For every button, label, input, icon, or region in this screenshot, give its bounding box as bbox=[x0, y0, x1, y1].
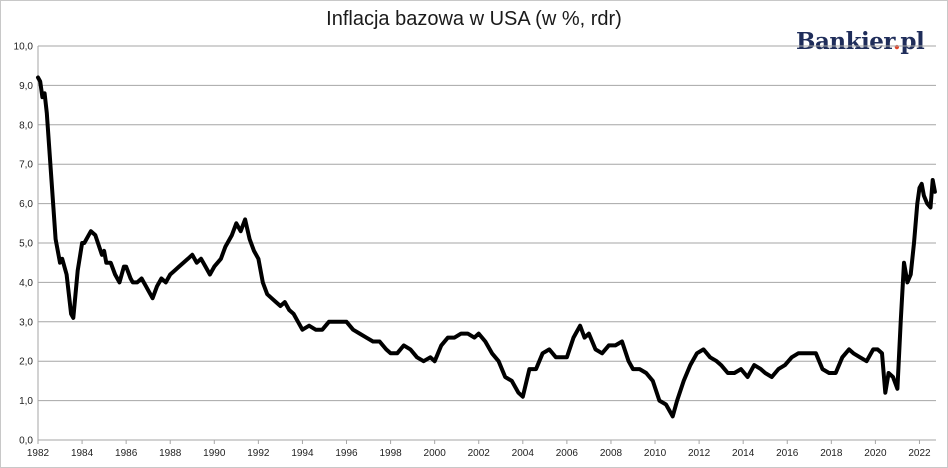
x-tick-label: 2006 bbox=[556, 448, 579, 459]
logo-suffix: pl bbox=[900, 28, 925, 55]
x-tick-label: 2010 bbox=[644, 448, 667, 459]
y-tick-label: 6,0 bbox=[19, 199, 33, 210]
gridlines bbox=[37, 45, 936, 441]
y-tick-label: 8,0 bbox=[19, 120, 33, 131]
x-tick-label: 1992 bbox=[247, 448, 270, 459]
x-tick-label: 1998 bbox=[379, 448, 402, 459]
x-tick-label: 2012 bbox=[688, 448, 711, 459]
y-tick-label: 10,0 bbox=[14, 42, 34, 53]
series-line-core-inflation bbox=[36, 75, 937, 419]
x-tick-label: 2020 bbox=[864, 448, 887, 459]
x-tick-label: 2016 bbox=[776, 448, 799, 459]
x-tick-label: 1988 bbox=[159, 448, 182, 459]
y-tick-label: 1,0 bbox=[19, 396, 33, 407]
x-tick-label: 1984 bbox=[71, 448, 94, 459]
x-tick-label: 2008 bbox=[600, 448, 623, 459]
y-tick-label: 7,0 bbox=[19, 160, 33, 171]
x-tick-label: 1990 bbox=[203, 448, 226, 459]
series-group bbox=[36, 75, 937, 419]
x-tick-label: 2014 bbox=[732, 448, 755, 459]
chart-title: Inflacja bazowa w USA (w %, rdr) bbox=[326, 8, 622, 30]
y-tick-label: 3,0 bbox=[19, 317, 33, 328]
x-tick-label: 2002 bbox=[468, 448, 491, 459]
x-tick-label: 2004 bbox=[512, 448, 535, 459]
y-tick-label: 9,0 bbox=[19, 81, 33, 92]
y-axis-ticks: 0,0 1,0 2,0 3,0 4,0 5,0 6,0 7,0 8,0 9,0 10,0 bbox=[14, 42, 34, 447]
x-tick-label: 1982 bbox=[27, 448, 50, 459]
x-tick-label: 2022 bbox=[908, 448, 931, 459]
x-axis-ticks: 1982 1984 1986 1988 1990 1992 1994 1996 1998 2000… bbox=[27, 440, 931, 459]
x-tick-label: 1996 bbox=[335, 448, 358, 459]
y-tick-label: 4,0 bbox=[19, 278, 33, 289]
logo-dot: . bbox=[892, 28, 901, 55]
x-tick-label: 1994 bbox=[291, 448, 314, 459]
y-tick-label: 2,0 bbox=[19, 357, 33, 368]
bankier-logo: Bankier.pl bbox=[796, 28, 925, 55]
x-tick-label: 1986 bbox=[115, 448, 138, 459]
x-tick-label: 2018 bbox=[820, 448, 843, 459]
logo-text: Bankier bbox=[796, 28, 893, 55]
y-tick-label: 5,0 bbox=[19, 239, 33, 250]
x-tick-label: 2000 bbox=[424, 448, 447, 459]
y-tick-label: 0,0 bbox=[19, 436, 33, 447]
